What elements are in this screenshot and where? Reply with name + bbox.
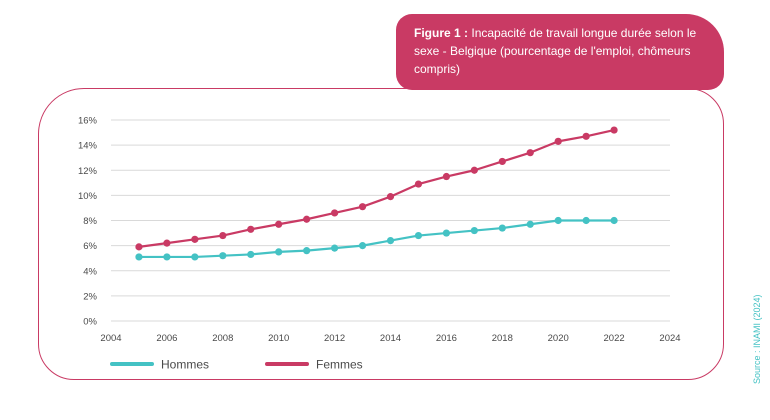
data-point-femmes bbox=[386, 193, 395, 201]
figure-title-text: Incapacité de travail longue durée selon… bbox=[414, 26, 697, 76]
data-point-hommes bbox=[498, 224, 506, 232]
data-point-hommes bbox=[610, 216, 618, 225]
data-point-hommes bbox=[219, 252, 227, 260]
series-line-hommes bbox=[138, 219, 615, 259]
data-point-femmes bbox=[442, 172, 450, 181]
data-point-hommes bbox=[191, 253, 199, 261]
data-point-hommes bbox=[386, 237, 395, 245]
legend-label-hommes: Hommes bbox=[161, 358, 209, 372]
x-tick-label: 2024 bbox=[659, 333, 680, 344]
data-point-femmes bbox=[358, 203, 367, 211]
data-point-hommes bbox=[442, 229, 450, 237]
legend-label-femmes: Femmes bbox=[316, 358, 363, 372]
data-point-femmes bbox=[470, 166, 478, 174]
data-point-femmes bbox=[554, 137, 562, 145]
data-point-femmes bbox=[526, 149, 534, 157]
y-tick-label: 16% bbox=[78, 116, 98, 127]
y-tick-label: 6% bbox=[83, 241, 97, 252]
y-tick-label: 10% bbox=[78, 191, 98, 202]
figure-title-label: Figure 1 : bbox=[414, 26, 469, 40]
data-point-femmes bbox=[191, 235, 199, 243]
data-point-hommes bbox=[554, 216, 562, 225]
x-tick-label: 2014 bbox=[380, 333, 401, 344]
data-point-hommes bbox=[414, 231, 423, 240]
data-point-hommes bbox=[247, 250, 255, 259]
x-tick-label: 2010 bbox=[268, 333, 289, 344]
data-point-hommes bbox=[275, 248, 283, 256]
data-point-femmes bbox=[247, 225, 255, 233]
y-tick-label: 4% bbox=[83, 266, 97, 277]
data-point-hommes bbox=[582, 216, 590, 225]
data-point-hommes bbox=[331, 244, 339, 252]
data-point-femmes bbox=[610, 126, 618, 134]
data-point-hommes bbox=[135, 253, 143, 261]
data-point-hommes bbox=[526, 220, 534, 228]
data-point-femmes bbox=[135, 243, 143, 251]
y-tick-label: 14% bbox=[78, 141, 98, 152]
x-tick-label: 2016 bbox=[436, 333, 457, 344]
data-point-femmes bbox=[275, 220, 283, 228]
x-tick-label: 2004 bbox=[100, 333, 121, 344]
data-point-femmes bbox=[414, 180, 423, 188]
data-point-hommes bbox=[163, 253, 171, 261]
figure-title-box: Figure 1 : Incapacité de travail longue … bbox=[396, 14, 724, 90]
x-tick-label: 2012 bbox=[324, 333, 345, 344]
x-tick-label: 2022 bbox=[604, 333, 625, 344]
data-point-hommes bbox=[303, 247, 311, 255]
data-point-femmes bbox=[303, 215, 311, 223]
x-tick-label: 2018 bbox=[492, 333, 513, 344]
data-point-femmes bbox=[219, 231, 227, 240]
data-point-femmes bbox=[163, 239, 171, 247]
data-point-hommes bbox=[470, 226, 478, 235]
series-line-femmes bbox=[138, 128, 615, 248]
x-tick-label: 2006 bbox=[156, 333, 177, 344]
data-point-femmes bbox=[331, 209, 339, 217]
chart-frame bbox=[38, 88, 724, 380]
y-tick-label: 2% bbox=[83, 291, 97, 302]
data-point-hommes bbox=[358, 242, 367, 250]
y-tick-label: 12% bbox=[78, 166, 98, 177]
y-tick-label: 0% bbox=[83, 317, 97, 328]
data-point-femmes bbox=[498, 157, 506, 166]
x-tick-label: 2020 bbox=[548, 333, 569, 344]
data-point-femmes bbox=[582, 132, 590, 140]
y-tick-label: 8% bbox=[83, 216, 97, 227]
x-tick-label: 2008 bbox=[212, 333, 233, 344]
